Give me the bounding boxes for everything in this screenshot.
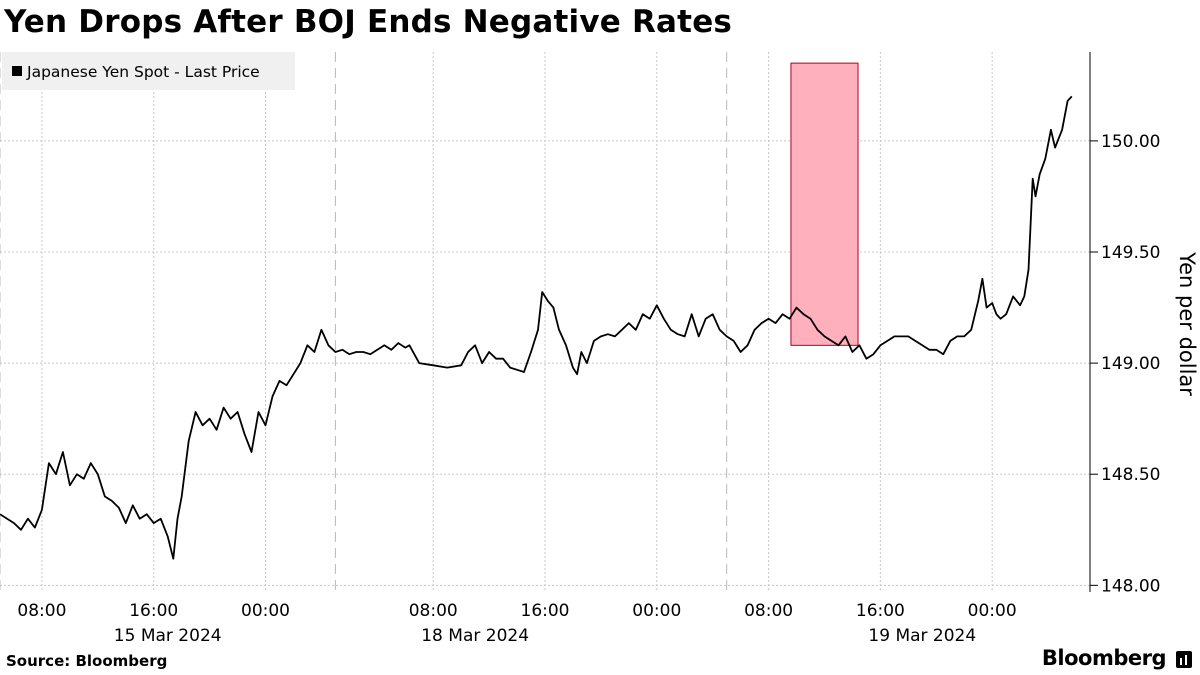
x-tick-label-6: 08:00	[744, 601, 793, 621]
x-tick-label-4: 16:00	[521, 601, 570, 621]
highlight-layer	[790, 62, 859, 346]
x-tick-label-3: 08:00	[409, 601, 458, 621]
x-tick-label-2: 00:00	[241, 601, 290, 621]
y-tick-label-0: 148.00	[1101, 576, 1160, 596]
x-tick-label-7: 16:00	[856, 601, 905, 621]
legend: Japanese Yen Spot - Last Price	[2, 52, 295, 90]
chart-title: Yen Drops After BOJ Ends Negative Rates	[4, 4, 733, 40]
legend-swatch	[12, 66, 22, 76]
y-tick-label-4: 150.00	[1101, 132, 1160, 152]
y-tick-label-2: 149.00	[1101, 354, 1160, 374]
x-tick-label-0: 08:00	[17, 601, 66, 621]
y-tick-label-3: 149.50	[1101, 243, 1160, 263]
date-label-2: 19 Mar 2024	[868, 626, 976, 646]
y-axis-label: Yen per dollar	[1175, 251, 1199, 396]
line-layer	[0, 95, 1073, 560]
legend-label: Japanese Yen Spot - Last Price	[26, 63, 260, 81]
bar-chart-icon	[1176, 651, 1192, 668]
highlight-box	[790, 62, 859, 346]
x-tick-label-1: 16:00	[129, 601, 178, 621]
legend-background	[2, 52, 295, 90]
axis-layer: 148.00 148.50 149.00 149.50 150.00 08:00 16:00…	[17, 52, 1160, 646]
x-tick-label-8: 00:00	[968, 601, 1017, 621]
x-tick-label-5: 00:00	[632, 601, 681, 621]
brand-logo: Bloomberg	[1041, 646, 1167, 670]
source-note: Source: Bloomberg	[6, 652, 168, 670]
series-line-0	[0, 95, 1073, 560]
grid-layer	[0, 52, 1090, 592]
date-label-1: 18 Mar 2024	[421, 626, 529, 646]
y-tick-label-1: 148.50	[1101, 465, 1160, 485]
date-label-0: 15 Mar 2024	[114, 626, 222, 646]
